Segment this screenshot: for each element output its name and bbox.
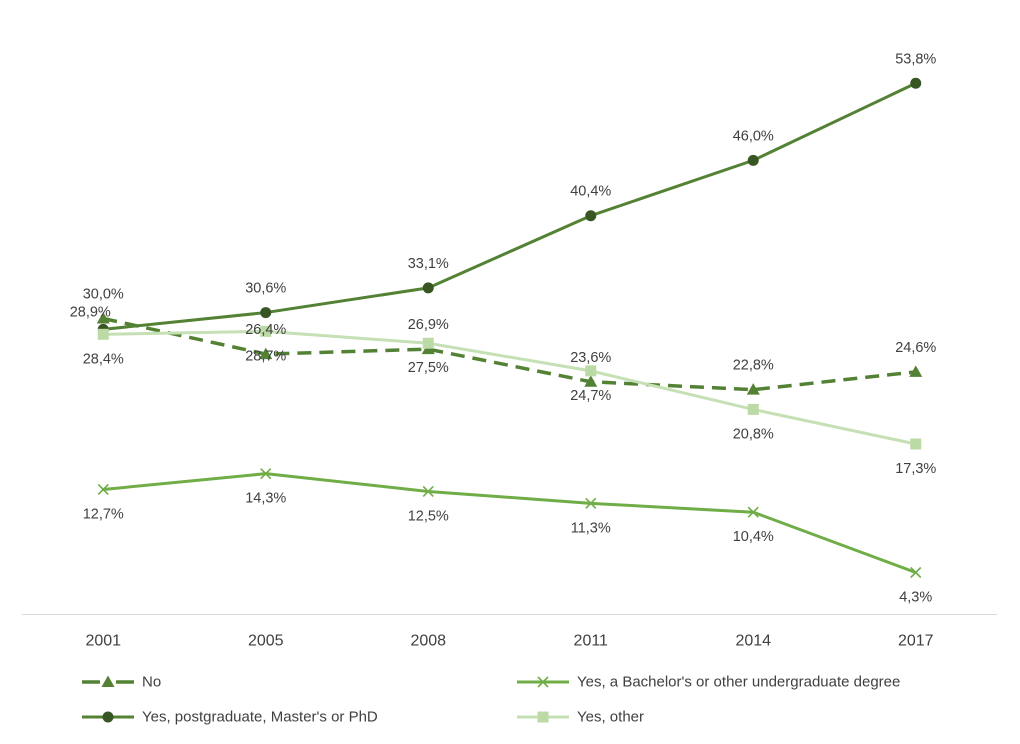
other-point-2008 [422,337,434,349]
postgraduate-label-2014: 46,0% [733,128,774,144]
postgraduate-label-2005: 30,6% [245,281,286,297]
legend-bachelor-marker [537,676,549,688]
data-labels: 30,0% 26,4% 26,9% 23,6% 22,8% 24,6% 12,7% 14,3%… [70,51,937,605]
legend-bachelor-icon [517,676,569,688]
legend-other-icon [517,711,569,723]
bachelor-point-2001 [97,483,109,496]
legend: No Yes, a Bachelor's or other undergradua… [82,674,900,726]
other-point-2011 [585,365,597,377]
postgraduate-point-2014 [747,154,759,166]
bachelor-line [101,472,918,575]
postgraduate-point-2008 [422,282,434,294]
legend-item-no: No [82,674,161,691]
bachelor-point-2008 [422,485,434,498]
other-line [101,329,918,446]
series-layer [96,77,923,579]
no-point-2011 [584,375,598,387]
x-tick-2017: 2017 [898,633,934,650]
no-point-2017 [909,365,923,377]
other-point-2005 [260,325,272,337]
legend-no-label: No [142,674,161,691]
no-label-2005: 26,4% [245,322,286,338]
series-postgraduate [97,77,922,335]
other-label-2001: 28,4% [83,351,124,367]
legend-no-marker [101,675,115,687]
no-label-2014: 22,8% [733,358,774,374]
postgraduate-label-2011: 40,4% [570,184,611,200]
bachelor-label-2011: 11,3% [571,520,611,536]
bachelor-point-2014 [747,506,759,518]
x-tick-2001: 2001 [85,633,121,650]
postgraduate-label-2008: 33,1% [408,256,449,272]
no-point-2014 [746,383,760,395]
other-label-2011: 24,7% [570,388,611,404]
postgraduate-point-2011 [585,210,597,222]
bachelor-label-2017: 4,3% [899,590,932,606]
series-other [97,325,922,450]
other-point-2001 [97,328,109,340]
legend-no-icon [82,675,134,687]
no-label-2001: 30,0% [83,287,124,303]
bachelor-label-2008: 12,5% [408,508,449,524]
no-label-2008: 26,9% [408,317,449,333]
other-label-2008: 27,5% [408,360,449,376]
legend-item-bachelor: Yes, a Bachelor's or other undergraduate… [517,674,900,691]
no-label-2017: 24,6% [895,340,936,356]
no-label-2011: 23,6% [570,350,611,366]
x-tick-2008: 2008 [410,633,446,650]
bachelor-label-2001: 12,7% [83,506,124,522]
x-tick-2005: 2005 [248,633,284,650]
bachelor-point-2005 [260,468,272,480]
bachelor-point-2011 [585,497,597,509]
series-bachelor [97,468,922,579]
postgraduate-point-2017 [910,77,922,89]
x-axis-tick-labels: 2001 2005 2008 2011 2014 2017 [85,633,933,650]
no-line [102,316,916,392]
legend-bachelor-label: Yes, a Bachelor's or other undergraduate… [577,674,900,691]
other-label-2005: 28,7% [245,348,286,364]
legend-other-label: Yes, other [577,709,644,726]
series-no [96,312,923,395]
legend-postgraduate-icon [82,711,134,723]
x-tick-2014: 2014 [735,633,771,650]
bachelor-label-2014: 10,4% [733,529,774,545]
legend-postgraduate-label: Yes, postgraduate, Master's or PhD [142,709,378,726]
other-label-2017: 17,3% [895,461,936,477]
postgraduate-label-2017: 53,8% [895,51,936,67]
postgraduate-point-2005 [260,307,272,319]
legend-postgraduate-marker [102,711,114,723]
bachelor-point-2017 [910,566,922,579]
legend-other-marker [537,711,549,723]
legend-item-postgraduate: Yes, postgraduate, Master's or PhD [82,709,378,726]
x-tick-2011: 2011 [574,633,609,650]
bachelor-label-2005: 14,3% [245,491,286,507]
other-point-2014 [747,403,759,415]
no-point-2005 [259,347,273,360]
no-point-2001 [96,312,110,324]
legend-item-other: Yes, other [517,709,644,726]
other-label-2014: 20,8% [733,426,774,442]
other-point-2017 [910,438,922,450]
postgraduate-line [101,81,918,331]
postgraduate-label-2001: 28,9% [70,304,111,320]
